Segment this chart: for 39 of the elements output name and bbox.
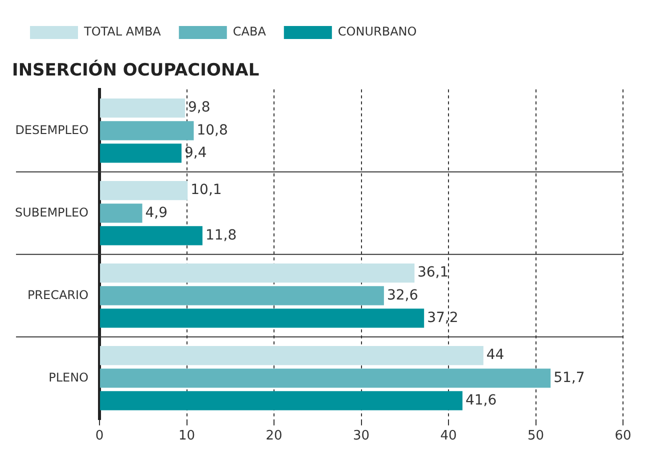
data-label: 11,8: [205, 227, 237, 244]
data-label: 4,9: [145, 204, 168, 221]
y-tick-label: SUBEMPLEO: [14, 205, 89, 220]
bar: [100, 308, 424, 328]
data-label: 10,8: [196, 122, 228, 138]
x-tick-label: 30: [352, 428, 370, 444]
data-label: 32,6: [386, 287, 418, 304]
data-label: 9,4: [184, 144, 207, 161]
x-tick-label: 0: [95, 428, 104, 444]
bar: [100, 98, 186, 118]
x-tick-label: 20: [266, 428, 282, 444]
data-label: 41,6: [465, 392, 497, 408]
x-tick-label: 10: [178, 428, 196, 444]
bar: [100, 144, 182, 163]
y-tick-label: PRECARIO: [27, 288, 89, 302]
data-label: 51,7: [554, 370, 585, 386]
bar: [100, 226, 202, 246]
bar: [100, 346, 484, 366]
bar: [100, 391, 462, 410]
legend-label: CABA: [232, 24, 267, 39]
bar: [100, 181, 188, 200]
chart-title: INSERCIÓN OCUPACIONAL: [12, 60, 260, 81]
data-label: 36,1: [417, 264, 449, 281]
data-label: 10,1: [190, 182, 222, 198]
x-tick-label: 50: [527, 428, 544, 444]
legend-label: CONURBANO: [338, 24, 417, 39]
bar: [100, 286, 384, 306]
data-label: 44: [486, 347, 504, 364]
y-tick-label: DESEMPLEO: [15, 122, 89, 137]
x-tick-label: 40: [440, 428, 457, 444]
bar: [100, 368, 551, 388]
data-label: 9,8: [188, 100, 210, 116]
bar: [100, 204, 142, 223]
y-tick-label: PLENO: [48, 370, 89, 384]
bar: [100, 264, 414, 283]
legend-label: TOTAL AMBA: [83, 24, 162, 39]
x-tick-label: 60: [614, 428, 632, 444]
bar: [100, 121, 194, 140]
data-label: 37,2: [427, 310, 458, 326]
